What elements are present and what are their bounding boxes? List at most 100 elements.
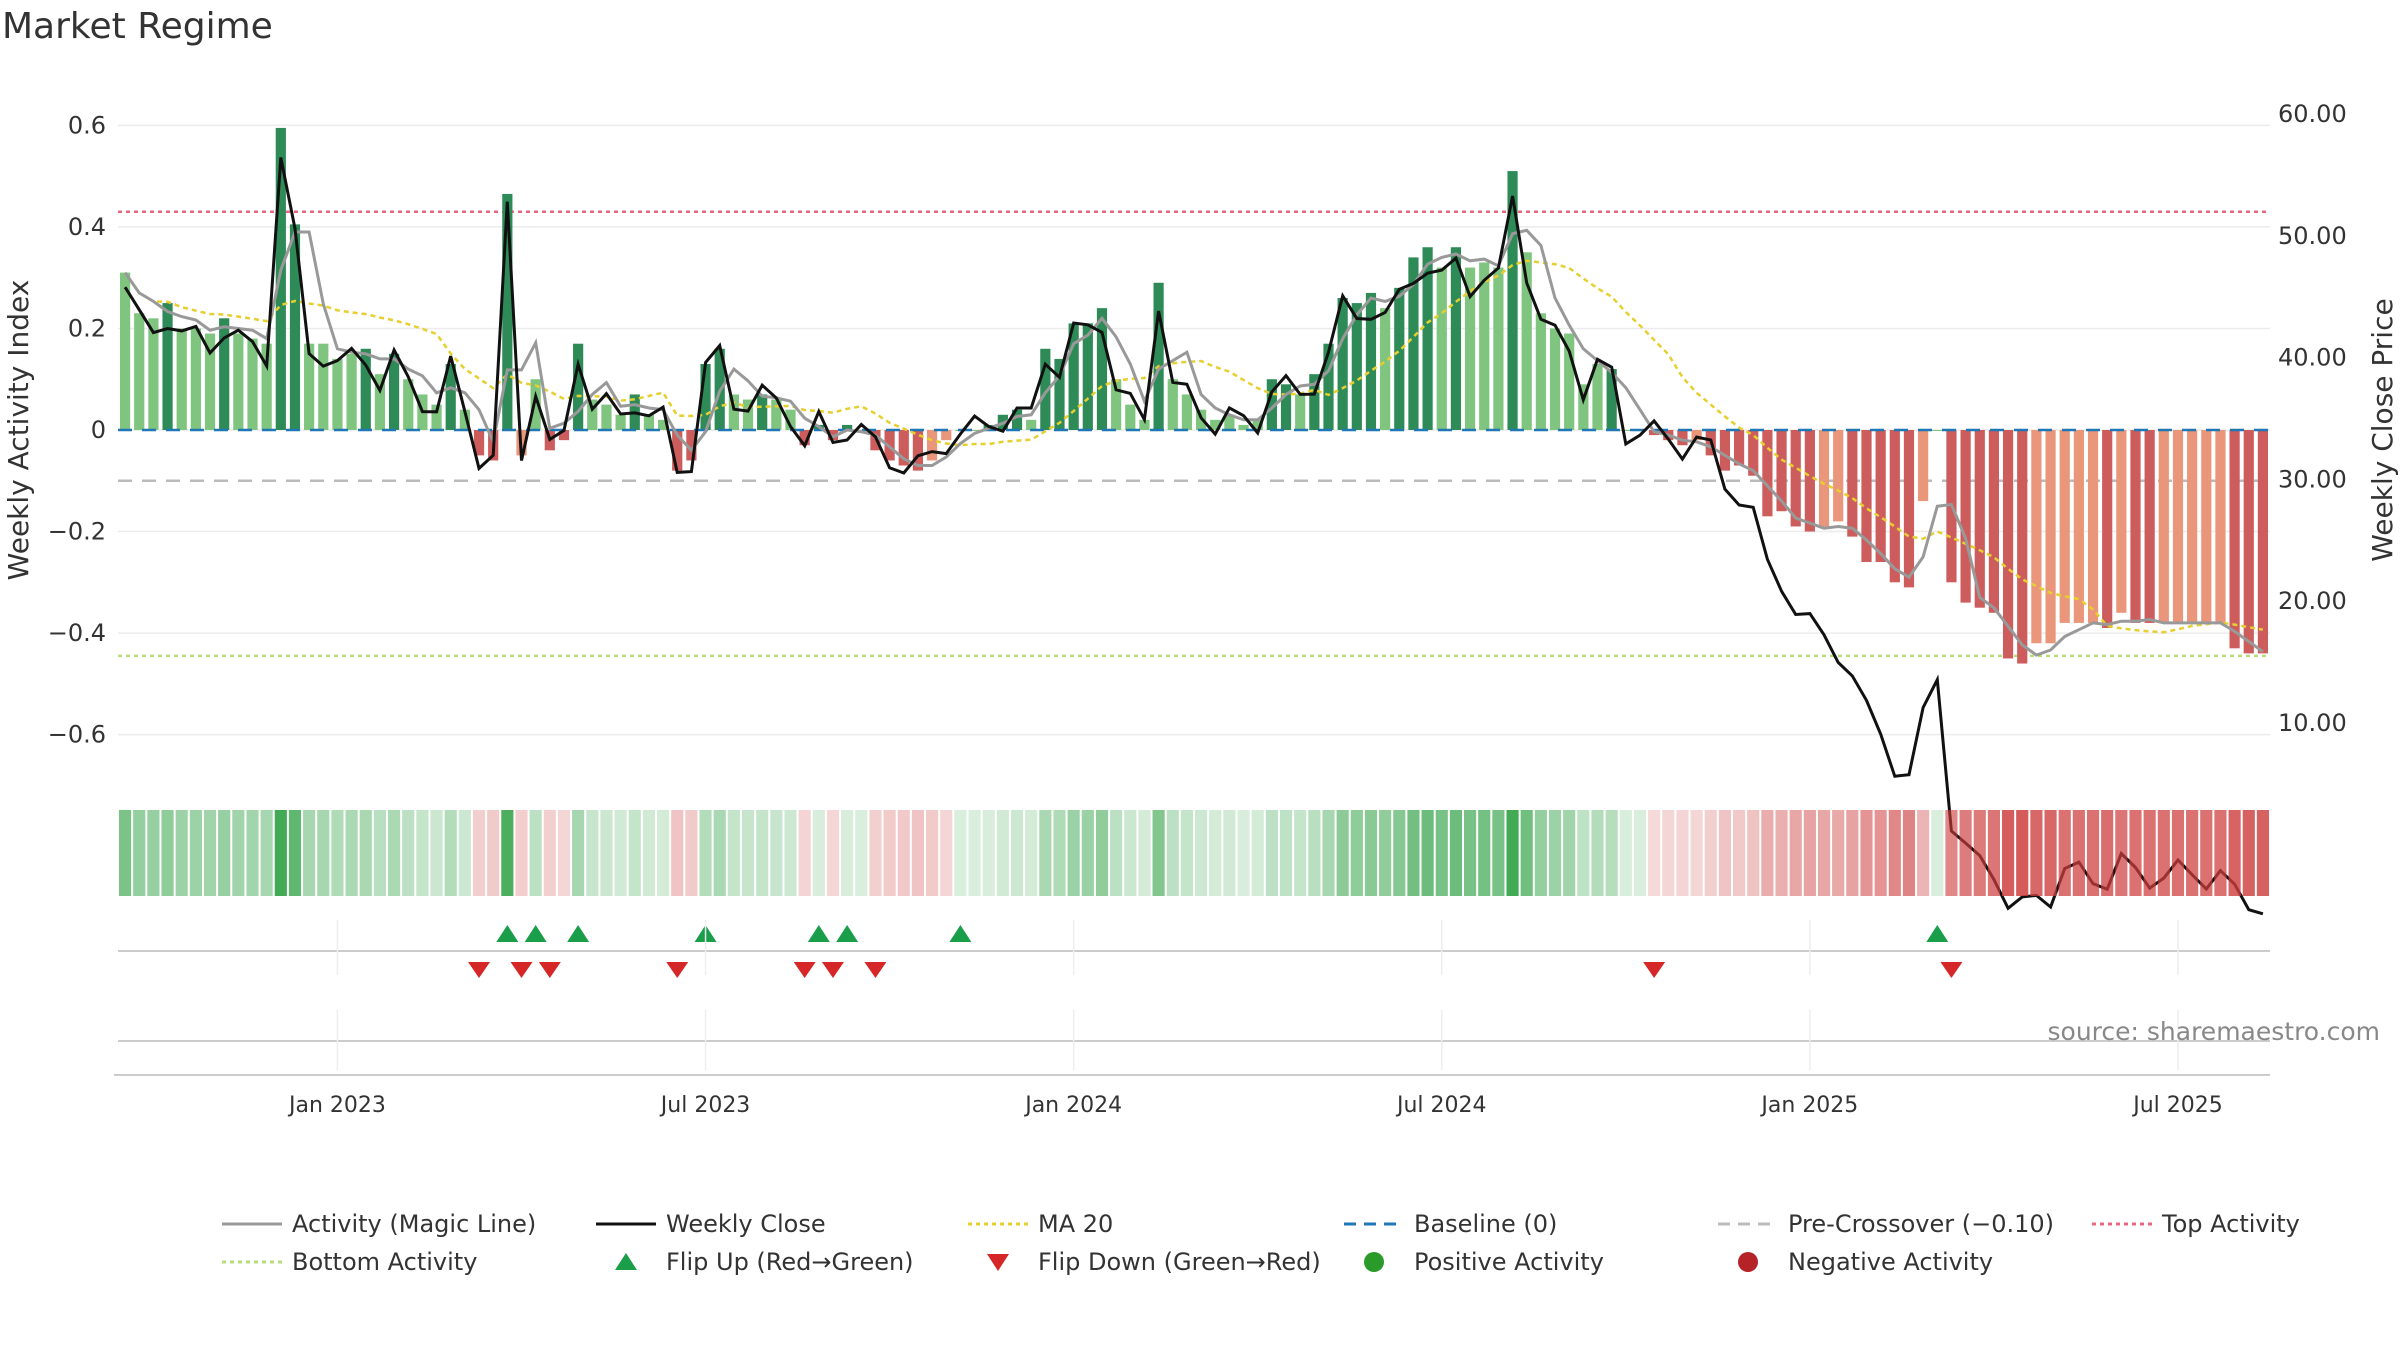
heat-cell bbox=[2129, 810, 2142, 896]
magic-line bbox=[123, 228, 2264, 657]
activity-bar bbox=[459, 409, 470, 430]
heat-cell bbox=[1817, 810, 1831, 896]
x-tick-label: Jul 2024 bbox=[1395, 1093, 1487, 1118]
activity-bar bbox=[643, 414, 655, 430]
legend-label: Bottom Activity bbox=[292, 1248, 477, 1276]
flip-up-marker bbox=[807, 925, 830, 942]
heat-cell bbox=[1846, 810, 1859, 896]
activity-bar bbox=[1592, 364, 1603, 430]
heat-cell bbox=[1520, 810, 1533, 896]
flip-down-marker bbox=[864, 962, 887, 978]
activity-bar bbox=[1068, 323, 1079, 430]
activity-bar bbox=[1578, 384, 1589, 430]
activity-bar bbox=[1988, 430, 2000, 613]
weekly-close-line bbox=[123, 157, 2264, 916]
legend-label: Flip Up (Red→Green) bbox=[666, 1248, 914, 1276]
activity-bar bbox=[1181, 394, 1193, 430]
activity-bar bbox=[1535, 313, 1546, 430]
heat-cell bbox=[472, 810, 486, 896]
heat-cell bbox=[1591, 810, 1604, 896]
activity-bar bbox=[346, 353, 357, 430]
heat-cell bbox=[1308, 810, 1321, 896]
activity-bar bbox=[247, 338, 258, 430]
activity-bar bbox=[1833, 430, 1844, 522]
heat-cell bbox=[1124, 810, 1137, 896]
activity-bar bbox=[1748, 430, 1759, 476]
right-tick-label: 30.00 bbox=[2278, 465, 2347, 493]
heat-cell bbox=[288, 810, 302, 896]
heat-cell bbox=[968, 810, 981, 896]
heat-cell bbox=[1081, 810, 1094, 896]
activity-bar bbox=[2257, 430, 2269, 654]
activity-bar bbox=[403, 379, 414, 430]
heat-cell bbox=[260, 810, 273, 896]
heat-cell bbox=[1138, 810, 1151, 896]
heat-cell bbox=[926, 810, 939, 896]
heat-cell bbox=[1676, 810, 1689, 896]
activity-bar bbox=[1479, 262, 1490, 430]
heat-cell bbox=[1789, 810, 1802, 896]
heat-cell bbox=[1577, 810, 1590, 896]
flip-down-marker bbox=[510, 962, 533, 978]
activity-bar bbox=[2116, 430, 2127, 613]
heat-cell bbox=[1973, 810, 1986, 896]
activity-bar bbox=[1974, 430, 1985, 608]
heat-cell bbox=[2157, 810, 2170, 896]
heat-cell bbox=[2044, 810, 2057, 896]
right-tick-label: 20.00 bbox=[2278, 587, 2347, 615]
activity-bar bbox=[941, 430, 952, 441]
activity-bar bbox=[742, 399, 754, 430]
activity-bar bbox=[2187, 430, 2198, 623]
activity-bar bbox=[969, 430, 980, 431]
activity-bar bbox=[2229, 430, 2240, 649]
heat-cell bbox=[1874, 810, 1887, 896]
flip-up-marker bbox=[567, 925, 590, 942]
heat-cell bbox=[359, 810, 372, 896]
activity-bar bbox=[1762, 430, 1773, 517]
ma20-line bbox=[124, 259, 2264, 634]
activity-bar bbox=[700, 364, 711, 430]
legend: Activity (Magic Line) Weekly Close MA 20 Ba… bbox=[222, 1210, 2300, 1276]
heat-cell bbox=[1010, 810, 1024, 896]
heat-cell bbox=[940, 810, 953, 896]
heat-cell bbox=[2242, 810, 2255, 896]
activity-bar bbox=[1238, 424, 1249, 430]
heat-cell bbox=[458, 810, 471, 896]
activity-bar bbox=[672, 430, 683, 471]
activity-bar bbox=[318, 343, 329, 430]
heat-cell bbox=[784, 810, 797, 896]
activity-bar bbox=[1408, 257, 1419, 430]
flip-down-marker bbox=[468, 962, 491, 978]
activity-bar bbox=[445, 364, 456, 430]
heat-cell bbox=[557, 810, 571, 896]
legend-label: Pre-Crossover (−0.10) bbox=[1788, 1210, 2054, 1238]
heat-cell bbox=[430, 810, 443, 896]
heat-cell bbox=[1294, 810, 1307, 896]
legend-label: MA 20 bbox=[1038, 1210, 1113, 1238]
heat-cell bbox=[2101, 810, 2114, 896]
heat-cell bbox=[954, 810, 967, 896]
activity-bar bbox=[2102, 430, 2113, 628]
activity-bar bbox=[1167, 379, 1178, 430]
legend-swatch bbox=[615, 1253, 637, 1270]
activity-bar bbox=[530, 379, 541, 430]
activity-bar bbox=[1224, 414, 1235, 430]
flip-up-marker bbox=[496, 925, 519, 942]
heat-cell bbox=[982, 810, 995, 896]
left-tick-label: 0.4 bbox=[68, 213, 106, 241]
heat-cell bbox=[1704, 810, 1717, 896]
heat-cell bbox=[628, 810, 641, 896]
heat-cell bbox=[600, 810, 613, 896]
activity-bar bbox=[2215, 430, 2226, 623]
heat-cell bbox=[2214, 810, 2227, 896]
right-tick-label: 40.00 bbox=[2278, 344, 2347, 372]
heat-cell bbox=[388, 810, 401, 896]
activity-bar bbox=[799, 430, 810, 446]
right-tick-label: 50.00 bbox=[2278, 222, 2347, 250]
heat-cell bbox=[331, 810, 344, 896]
heat-cell bbox=[1067, 810, 1080, 896]
heat-cell bbox=[1832, 810, 1845, 896]
left-tick-label: 0.2 bbox=[68, 314, 106, 342]
heat-cell bbox=[515, 810, 528, 896]
